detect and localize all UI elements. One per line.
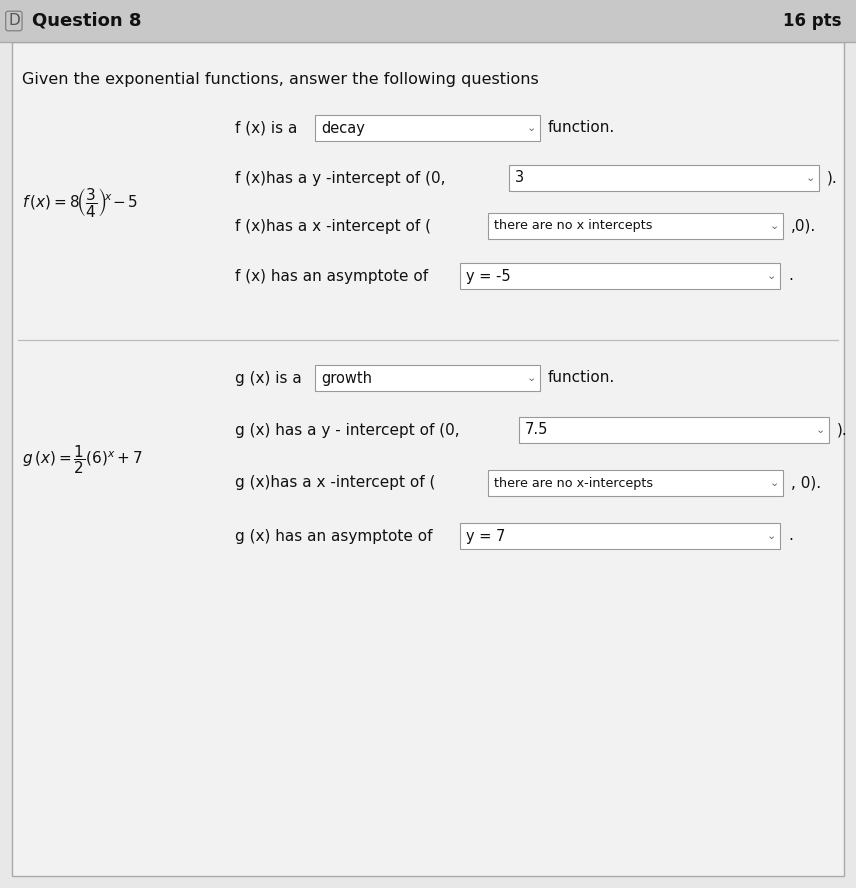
Text: g (x) is a: g (x) is a [235, 370, 302, 385]
Text: f (x)has a x -intercept of (: f (x)has a x -intercept of ( [235, 218, 431, 234]
Text: y = 7: y = 7 [466, 528, 505, 543]
Text: f (x) is a: f (x) is a [235, 121, 297, 136]
Text: ⌄: ⌄ [527, 123, 537, 133]
Text: $f\,(x)=8\!\left(\dfrac{3}{4}\right)^{\!x}\!-5$: $f\,(x)=8\!\left(\dfrac{3}{4}\right)^{\!… [22, 186, 138, 219]
Bar [315, 365, 540, 391]
Text: ⌄: ⌄ [770, 221, 779, 231]
Bar [509, 165, 819, 191]
Text: ⌄: ⌄ [767, 271, 776, 281]
Text: there are no x-intercepts: there are no x-intercepts [494, 477, 653, 489]
Text: Question 8: Question 8 [32, 12, 141, 30]
Text: y = -5: y = -5 [466, 268, 511, 283]
Bar [488, 470, 783, 496]
Text: f (x)has a y -intercept of (0,: f (x)has a y -intercept of (0, [235, 170, 445, 186]
Text: g (x)has a x -intercept of (: g (x)has a x -intercept of ( [235, 475, 436, 490]
Text: 7.5: 7.5 [525, 423, 549, 438]
Bar [0, 0, 856, 42]
Text: ).: ). [827, 170, 838, 186]
Text: D: D [8, 13, 20, 28]
Text: function.: function. [548, 370, 615, 385]
Text: Given the exponential functions, answer the following questions: Given the exponential functions, answer … [22, 72, 538, 87]
Text: ⌄: ⌄ [770, 478, 779, 488]
Text: g (x) has a y - intercept of (0,: g (x) has a y - intercept of (0, [235, 423, 460, 438]
Text: .: . [788, 528, 793, 543]
Text: ,0).: ,0). [791, 218, 817, 234]
Text: ⌄: ⌄ [806, 173, 816, 183]
Text: 3: 3 [515, 170, 524, 186]
Text: ⌄: ⌄ [767, 531, 776, 541]
Text: ).: ). [837, 423, 847, 438]
Bar [460, 523, 780, 549]
Text: .: . [788, 268, 793, 283]
Text: g (x) has an asymptote of: g (x) has an asymptote of [235, 528, 432, 543]
Text: 16 pts: 16 pts [783, 12, 842, 30]
Text: ⌄: ⌄ [527, 373, 537, 383]
Text: growth: growth [321, 370, 372, 385]
Text: ⌄: ⌄ [816, 425, 825, 435]
Bar [315, 115, 540, 141]
Text: there are no x intercepts: there are no x intercepts [494, 219, 652, 233]
Text: decay: decay [321, 121, 365, 136]
Bar [519, 417, 829, 443]
Bar [460, 263, 780, 289]
Text: f (x) has an asymptote of: f (x) has an asymptote of [235, 268, 428, 283]
Text: , 0).: , 0). [791, 475, 821, 490]
Text: function.: function. [548, 121, 615, 136]
Bar [488, 213, 783, 239]
Text: $g\,(x)=\dfrac{1}{2}(6)^{x}+7$: $g\,(x)=\dfrac{1}{2}(6)^{x}+7$ [22, 444, 143, 476]
